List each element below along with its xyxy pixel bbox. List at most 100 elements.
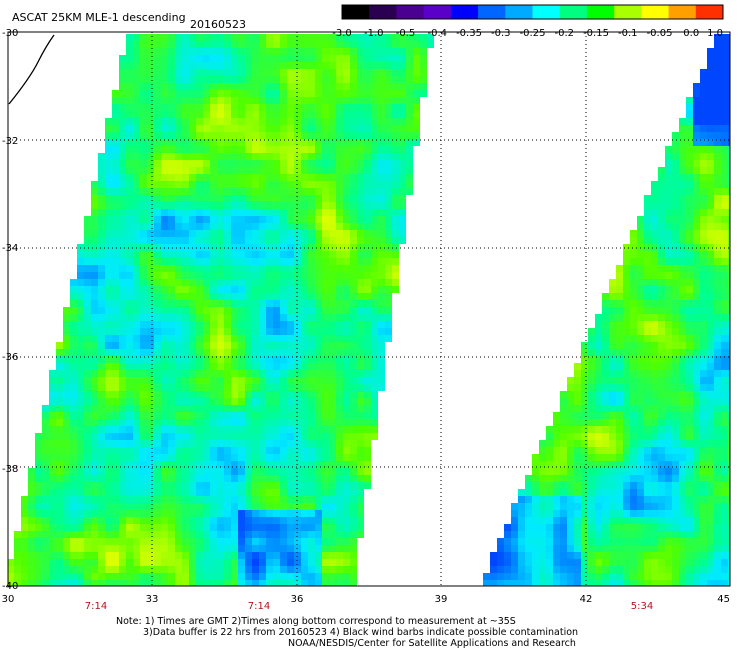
swath-pixel xyxy=(154,391,161,398)
swath-pixel xyxy=(266,342,273,349)
swath-pixel xyxy=(686,188,693,195)
swath-pixel xyxy=(602,426,609,433)
swath-pixel xyxy=(364,265,371,272)
swath-pixel xyxy=(287,580,294,586)
swath-pixel xyxy=(399,188,406,195)
swath-pixel xyxy=(287,181,294,188)
swath-pixel xyxy=(287,153,294,160)
swath-pixel xyxy=(133,307,140,314)
swath-pixel xyxy=(252,258,259,265)
swath-pixel xyxy=(308,160,315,167)
swath-pixel xyxy=(126,69,133,76)
swath-pixel xyxy=(693,279,700,286)
swath-pixel xyxy=(49,538,56,545)
swath-pixel xyxy=(189,90,196,97)
swath-pixel xyxy=(126,160,133,167)
swath-pixel xyxy=(350,272,357,279)
swath-pixel xyxy=(252,48,259,55)
swath-pixel xyxy=(133,447,140,454)
swath-pixel xyxy=(672,181,679,188)
swath-pixel xyxy=(42,559,49,566)
swath-pixel xyxy=(231,209,238,216)
swath-pixel xyxy=(679,237,686,244)
swath-pixel xyxy=(196,300,203,307)
swath-pixel xyxy=(595,377,602,384)
swath-pixel xyxy=(728,356,730,363)
swath-pixel xyxy=(651,279,658,286)
swath-pixel xyxy=(623,300,630,307)
swath-pixel xyxy=(329,111,336,118)
swath-pixel xyxy=(343,209,350,216)
swath-pixel xyxy=(266,237,273,244)
swath-pixel xyxy=(287,531,294,538)
swath-pixel xyxy=(392,230,399,237)
swath-pixel xyxy=(735,41,740,48)
swath-pixel xyxy=(147,41,154,48)
swath-pixel xyxy=(350,230,357,237)
swath-pixel xyxy=(714,461,721,468)
swath-pixel xyxy=(70,573,77,580)
swath-pixel xyxy=(623,412,630,419)
swath-pixel xyxy=(112,174,119,181)
swath-pixel xyxy=(231,405,238,412)
swath-pixel xyxy=(154,174,161,181)
swath-pixel xyxy=(721,419,728,426)
swath-pixel xyxy=(182,573,189,580)
swath-pixel xyxy=(364,342,371,349)
swath-pixel xyxy=(357,412,364,419)
swath-pixel xyxy=(84,258,91,265)
swath-pixel xyxy=(245,475,252,482)
swath-pixel xyxy=(133,300,140,307)
swath-pixel xyxy=(693,181,700,188)
swath-pixel xyxy=(329,384,336,391)
swath-pixel xyxy=(98,370,105,377)
swath-pixel xyxy=(42,503,49,510)
swath-pixel xyxy=(238,279,245,286)
swath-pixel xyxy=(112,307,119,314)
swath-pixel xyxy=(245,363,252,370)
swath-pixel xyxy=(357,223,364,230)
swath-pixel xyxy=(98,356,105,363)
swath-pixel xyxy=(112,244,119,251)
swath-pixel xyxy=(252,188,259,195)
swath-pixel xyxy=(154,251,161,258)
swath-pixel xyxy=(224,286,231,293)
swath-pixel xyxy=(147,251,154,258)
swath-pixel xyxy=(112,202,119,209)
swath-pixel xyxy=(98,195,105,202)
swath-pixel xyxy=(217,153,224,160)
swath-pixel xyxy=(315,286,322,293)
swath-pixel xyxy=(308,237,315,244)
swath-pixel xyxy=(616,377,623,384)
swath-pixel xyxy=(196,55,203,62)
swath-pixel xyxy=(126,335,133,342)
swath-pixel xyxy=(126,216,133,223)
swath-pixel xyxy=(168,69,175,76)
swath-pixel xyxy=(287,447,294,454)
swath-pixel xyxy=(119,496,126,503)
swath-pixel xyxy=(728,363,730,370)
swath-pixel xyxy=(182,83,189,90)
swath-pixel xyxy=(133,573,140,580)
swath-pixel xyxy=(721,398,728,405)
swath-pixel xyxy=(336,363,343,370)
swath-pixel xyxy=(350,454,357,461)
swath-pixel xyxy=(630,468,637,475)
swath-pixel xyxy=(273,41,280,48)
swath-pixel xyxy=(231,76,238,83)
swath-pixel xyxy=(700,461,707,468)
swath-pixel xyxy=(413,125,420,132)
swath-pixel xyxy=(378,356,385,363)
swath-pixel xyxy=(203,538,210,545)
swath-pixel xyxy=(154,272,161,279)
swath-pixel xyxy=(154,230,161,237)
swath-pixel xyxy=(175,356,182,363)
swath-pixel xyxy=(350,139,357,146)
swath-pixel xyxy=(21,545,28,552)
swath-pixel xyxy=(553,433,560,440)
swath-pixel xyxy=(98,153,105,160)
swath-pixel xyxy=(182,559,189,566)
swath-pixel xyxy=(672,405,679,412)
swath-pixel xyxy=(56,412,63,419)
swath-pixel xyxy=(203,293,210,300)
